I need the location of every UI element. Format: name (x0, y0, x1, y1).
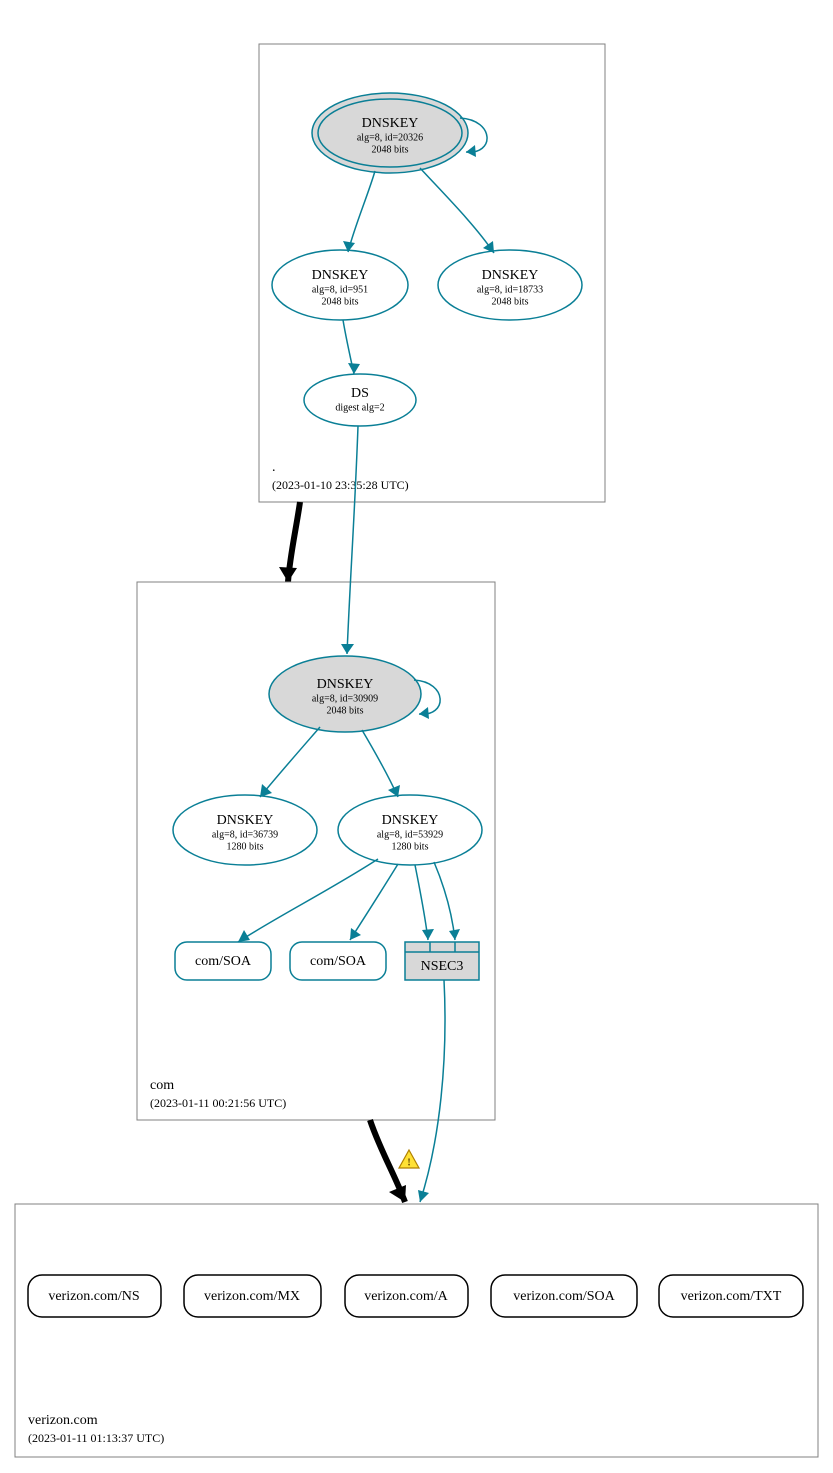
svg-text:1280 bits: 1280 bits (227, 841, 264, 852)
rr-verizon-soa: verizon.com/SOA (491, 1275, 637, 1317)
warning-icon: ! (399, 1150, 419, 1168)
svg-text:verizon.com/NS: verizon.com/NS (48, 1289, 139, 1304)
svg-text:verizon.com/SOA: verizon.com/SOA (513, 1289, 615, 1304)
svg-text:alg=8, id=18733: alg=8, id=18733 (477, 284, 543, 295)
svg-text:alg=8, id=20326: alg=8, id=20326 (357, 132, 423, 143)
svg-text:DNSKEY: DNSKEY (317, 677, 374, 692)
dnskey-com-zsk2: DNSKEY alg=8, id=53929 1280 bits (338, 795, 482, 865)
dnskey-root-ksk: DNSKEY alg=8, id=20326 2048 bits (312, 93, 468, 173)
dnskey-com-ksk: DNSKEY alg=8, id=30909 2048 bits (269, 656, 421, 732)
svg-text:DNSKEY: DNSKEY (217, 813, 274, 828)
zone-root-timestamp: (2023-01-10 23:35:28 UTC) (272, 478, 409, 492)
rr-verizon-mx: verizon.com/MX (184, 1275, 321, 1317)
svg-text:2048 bits: 2048 bits (327, 705, 364, 716)
dnskey-root-zsk1: DNSKEY alg=8, id=951 2048 bits (272, 250, 408, 320)
zone-verizon-label: verizon.com (28, 1413, 98, 1428)
zone-root-label: . (272, 460, 276, 475)
rr-verizon-a: verizon.com/A (345, 1275, 468, 1317)
svg-text:2048 bits: 2048 bits (322, 296, 359, 307)
svg-text:2048 bits: 2048 bits (372, 144, 409, 155)
edge-com-zsk2-nsec3-a (415, 865, 428, 940)
edge-root-ksk-zsk1 (348, 171, 375, 252)
edge-com-zsk2-nsec3-b (434, 862, 455, 940)
zone-com-label: com (150, 1078, 174, 1093)
rr-com-nsec3: NSEC3 (405, 942, 479, 980)
ds-root: DS digest alg=2 (304, 374, 416, 426)
edge-ds-to-com-ksk (347, 426, 358, 654)
dnskey-root-zsk2: DNSKEY alg=8, id=18733 2048 bits (438, 250, 582, 320)
svg-text:DNSKEY: DNSKEY (382, 813, 439, 828)
zone-com-timestamp: (2023-01-11 00:21:56 UTC) (150, 1096, 286, 1110)
svg-text:verizon.com/TXT: verizon.com/TXT (681, 1289, 782, 1304)
edge-root-ksk-zsk2 (420, 168, 494, 253)
svg-text:DNSKEY: DNSKEY (482, 268, 539, 283)
svg-text:com/SOA: com/SOA (310, 954, 367, 969)
svg-text:verizon.com/MX: verizon.com/MX (204, 1289, 300, 1304)
svg-text:NSEC3: NSEC3 (421, 959, 464, 974)
svg-text:DS: DS (351, 386, 369, 401)
edge-nsec3-to-verizon (420, 980, 445, 1202)
svg-text:verizon.com/A: verizon.com/A (364, 1289, 448, 1304)
dnskey-com-zsk1: DNSKEY alg=8, id=36739 1280 bits (173, 795, 317, 865)
zone-verizon-timestamp: (2023-01-11 01:13:37 UTC) (28, 1431, 164, 1445)
svg-text:alg=8, id=36739: alg=8, id=36739 (212, 829, 278, 840)
svg-text:!: ! (407, 1157, 410, 1168)
svg-text:com/SOA: com/SOA (195, 954, 252, 969)
edge-com-ksk-zsk1 (260, 727, 320, 797)
svg-text:2048 bits: 2048 bits (492, 296, 529, 307)
svg-text:DNSKEY: DNSKEY (362, 116, 419, 131)
svg-text:alg=8, id=951: alg=8, id=951 (312, 284, 368, 295)
svg-text:alg=8, id=30909: alg=8, id=30909 (312, 693, 378, 704)
rr-verizon-ns: verizon.com/NS (28, 1275, 161, 1317)
rr-com-soa-1: com/SOA (175, 942, 271, 980)
svg-text:digest alg=2: digest alg=2 (335, 402, 384, 413)
svg-text:DNSKEY: DNSKEY (312, 268, 369, 283)
edge-com-zsk2-soa2 (350, 864, 398, 940)
rr-verizon-txt: verizon.com/TXT (659, 1275, 803, 1317)
rr-com-soa-2: com/SOA (290, 942, 386, 980)
svg-text:alg=8, id=53929: alg=8, id=53929 (377, 829, 443, 840)
edge-com-ksk-zsk2 (362, 730, 398, 797)
zone-verizon-box (15, 1204, 818, 1457)
svg-text:1280 bits: 1280 bits (392, 841, 429, 852)
